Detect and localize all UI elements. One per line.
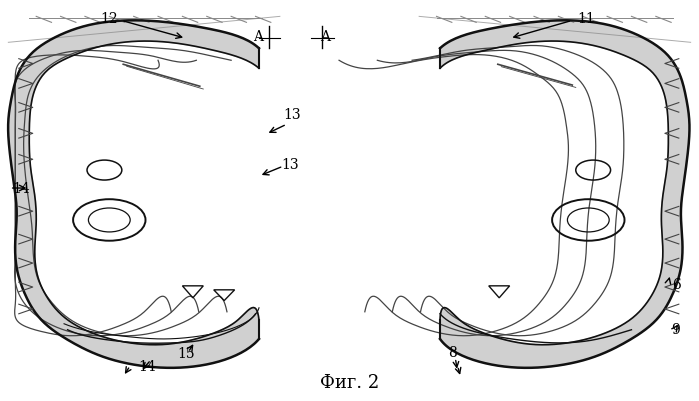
Text: 8: 8 xyxy=(448,345,457,359)
Text: 15: 15 xyxy=(177,346,195,360)
Text: A: A xyxy=(320,30,330,44)
Text: 14: 14 xyxy=(12,182,30,196)
Polygon shape xyxy=(8,21,259,368)
Text: 11: 11 xyxy=(577,12,595,26)
Polygon shape xyxy=(440,21,689,368)
Text: 9: 9 xyxy=(671,322,679,336)
Text: 14: 14 xyxy=(138,359,157,373)
Text: 13: 13 xyxy=(282,158,299,172)
Text: Фиг. 2: Фиг. 2 xyxy=(320,373,379,391)
Text: 12: 12 xyxy=(101,12,118,26)
Text: 6: 6 xyxy=(672,277,681,291)
Text: 13: 13 xyxy=(284,108,301,122)
Text: A: A xyxy=(252,30,263,44)
